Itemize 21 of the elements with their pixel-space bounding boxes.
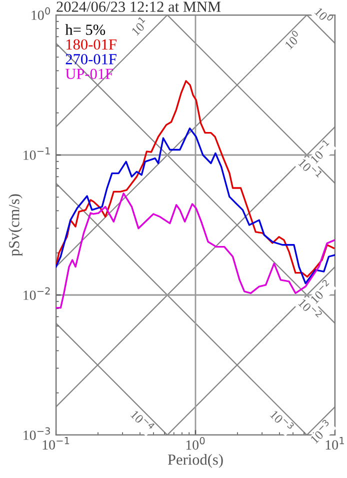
text: 180-01F [66,39,116,50]
chart-title: 2024/06/23 12:12 at MNM [56,2,221,12]
annotation: 10$^{0}$ [314,5,334,25]
legend-title: h= 5% [65,24,106,35]
annotation: 10$^{0}$ [282,30,302,50]
y-tick-label: 10$^{−1}$ [24,147,50,160]
x-axis-title: Period(s) [168,454,223,468]
y-tick-label: 10$^{−3}$ [24,427,50,440]
annotation: 10$^{−4}$ [130,408,156,433]
annotation: 10$^{−2}$ [308,279,333,304]
y-tick-label: 10$^{−2}$ [24,287,50,300]
y-axis-title: pSv(cm/s) [8,194,22,256]
x-tick-label: 10$^{−1}$ [42,437,70,450]
annotation: 10$^{−3}$ [270,408,295,433]
x-tick-label: 10$^{1}$ [326,437,344,450]
x-tick-label: 10$^{0}$ [186,437,205,450]
text: UP-01F [65,68,114,80]
text: 270-01F [66,54,116,64]
annotation: 10$^{−1}$ [308,139,333,164]
y-tick-label: 10$^{0}$ [32,7,50,20]
annotation: 10$^{1}$ [129,16,149,36]
